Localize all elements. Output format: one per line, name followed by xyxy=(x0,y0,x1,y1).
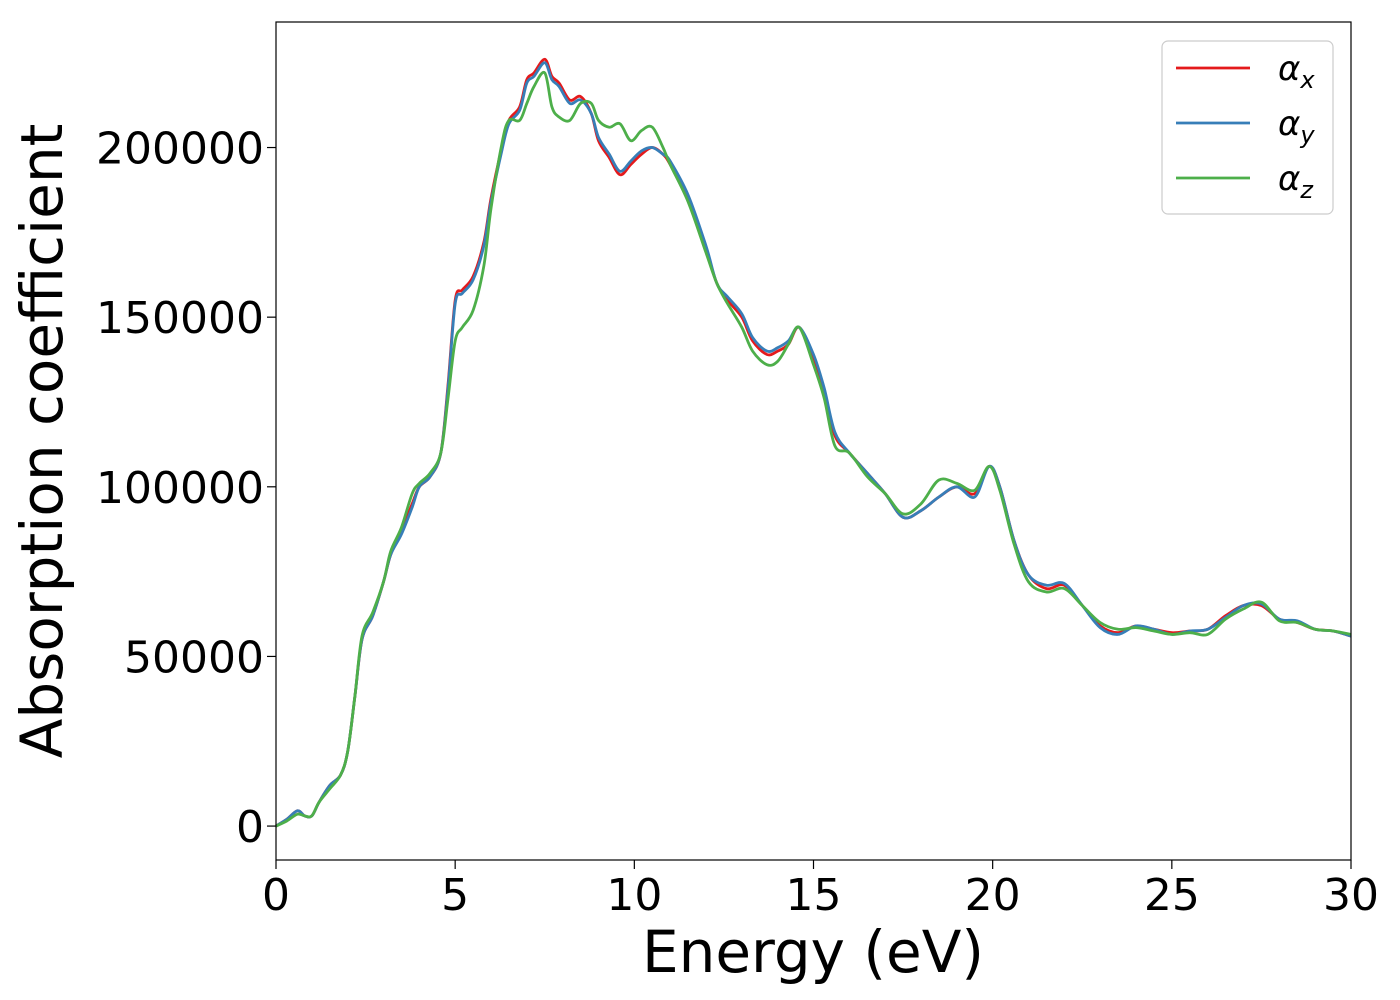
x-tick-label: 15 xyxy=(786,870,842,921)
legend: αx αy αz xyxy=(1161,40,1334,215)
y-tick-label: 50000 xyxy=(124,632,264,683)
legend-label-x: αx xyxy=(1278,49,1315,94)
x-tick-label: 30 xyxy=(1323,870,1379,921)
x-axis-title: Energy (eV) xyxy=(642,918,984,986)
y-tick-label: 150000 xyxy=(96,293,264,344)
legend-label-y: αy xyxy=(1278,104,1315,149)
y-tick-label: 0 xyxy=(236,802,264,853)
legend-box xyxy=(1161,40,1334,215)
y-tick-label: 200000 xyxy=(96,124,264,175)
series-layer xyxy=(275,57,1352,828)
x-tick-label: 0 xyxy=(262,870,290,921)
y-tick-label: 100000 xyxy=(96,463,264,514)
x-tick-label: 10 xyxy=(606,870,662,921)
x-tick-label: 20 xyxy=(965,870,1021,921)
x-tick-label: 25 xyxy=(1144,870,1200,921)
y-axis: 0 50000 100000 150000 200000 xyxy=(96,124,276,853)
legend-label-z: αz xyxy=(1278,159,1314,204)
series-line-z xyxy=(275,70,1352,828)
x-tick-label: 5 xyxy=(441,870,469,921)
y-axis-title: Absorption coefficient xyxy=(8,124,76,759)
x-axis: 0 5 10 15 20 25 30 xyxy=(262,860,1379,921)
